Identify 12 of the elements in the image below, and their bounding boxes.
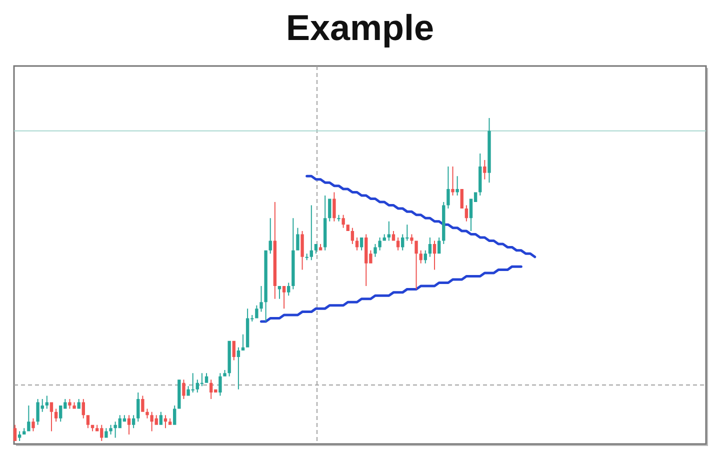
candlestick — [223, 370, 226, 376]
candlestick — [414, 240, 418, 290]
candlestick — [68, 399, 72, 409]
candlestick — [305, 254, 308, 260]
candlestick — [310, 205, 313, 260]
candlestick — [260, 286, 263, 312]
candlestick — [109, 424, 112, 435]
candlestick — [456, 176, 459, 196]
candlestick — [337, 214, 340, 222]
candlestick — [27, 405, 30, 432]
candlestick — [451, 166, 454, 196]
chart-title: Example — [286, 7, 434, 48]
